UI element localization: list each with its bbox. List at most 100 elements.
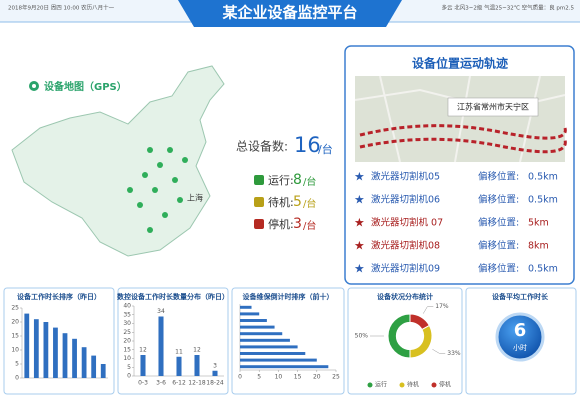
bar bbox=[240, 332, 283, 336]
x-tick-label: 18-24 bbox=[206, 380, 224, 387]
star-icon: ★ bbox=[354, 193, 365, 207]
data-label: 11 bbox=[175, 348, 183, 355]
status-icon bbox=[254, 175, 264, 185]
bar bbox=[240, 345, 298, 349]
x-tick-label: 25 bbox=[332, 374, 340, 381]
map-title: 设备地图（GPS） bbox=[44, 80, 127, 93]
x-tick-label: 20 bbox=[313, 374, 321, 381]
pin-icon-dot bbox=[32, 84, 36, 88]
x-tick-label: 0 bbox=[238, 374, 242, 381]
y-tick-label: 25 bbox=[11, 305, 19, 312]
bar bbox=[81, 347, 87, 378]
bar bbox=[240, 319, 267, 322]
x-tick-label: 3-6 bbox=[156, 380, 166, 387]
status-value: 8 bbox=[293, 172, 302, 188]
bar bbox=[240, 312, 260, 316]
map-popup bbox=[447, 97, 539, 117]
bar bbox=[72, 338, 77, 378]
y-tick-label: 0 bbox=[15, 375, 19, 382]
pie-label: 17% bbox=[435, 303, 449, 310]
city-label: 上海 bbox=[187, 193, 203, 203]
track-path bbox=[359, 124, 567, 140]
panel-title: 设备工作时长排序（昨日） bbox=[17, 292, 101, 301]
star-icon: ★ bbox=[354, 216, 365, 230]
bar bbox=[158, 316, 164, 376]
offset-label: 偏移位置: bbox=[478, 263, 519, 275]
popup-text: 江苏省常州市天宁区 bbox=[457, 102, 529, 112]
bar bbox=[240, 365, 329, 369]
legend-label: 停机 bbox=[439, 381, 451, 389]
status-value: 3 bbox=[293, 216, 302, 232]
offset-label: 偏移位置: bbox=[478, 194, 519, 206]
pie-slice bbox=[409, 313, 430, 331]
bar bbox=[91, 355, 97, 378]
total-unit: /台 bbox=[318, 142, 333, 156]
status-icon bbox=[254, 219, 264, 229]
offset-label: 偏移位置: bbox=[478, 240, 519, 252]
legend-swatch bbox=[399, 382, 405, 388]
data-label: 3 bbox=[213, 362, 217, 369]
device-pins bbox=[127, 147, 188, 233]
y-tick-label: 35 bbox=[123, 311, 131, 318]
bar bbox=[212, 370, 218, 376]
panel-title: 数控设备工作时长数量分布（昨日） bbox=[117, 292, 229, 301]
bar bbox=[43, 322, 49, 378]
x-tick-label: 6-12 bbox=[172, 380, 186, 387]
data-label: 12 bbox=[139, 347, 147, 354]
y-tick-label: 10 bbox=[123, 355, 131, 362]
x-tick-label: 12-18 bbox=[188, 380, 206, 387]
track-title: 设备位置运动轨迹 bbox=[412, 56, 508, 71]
status-unit: /台 bbox=[303, 219, 316, 232]
bar bbox=[24, 313, 30, 378]
panel-title: 设备平均工作时长 bbox=[492, 292, 549, 301]
bar bbox=[240, 358, 317, 362]
offset-value: 0.5km bbox=[528, 264, 558, 275]
device-name: 激光器切割机05 bbox=[371, 171, 440, 183]
bar bbox=[240, 338, 290, 342]
offset-value: 8km bbox=[528, 241, 549, 252]
device-name: 激光器切割机 07 bbox=[371, 217, 443, 229]
x-tick-label: 5 bbox=[257, 374, 261, 381]
leader-line bbox=[432, 349, 446, 354]
total-value: 16 bbox=[294, 133, 321, 157]
star-icon: ★ bbox=[354, 239, 365, 253]
track-map bbox=[355, 76, 565, 162]
weather: 多云 北风3~2级 气温25~32℃ 空气质量：良 pm2.5 bbox=[442, 4, 575, 12]
leader-line bbox=[423, 306, 434, 314]
bar bbox=[140, 355, 146, 376]
data-label: 34 bbox=[157, 308, 165, 315]
legend-label: 待机 bbox=[407, 381, 419, 389]
y-tick-label: 20 bbox=[123, 338, 131, 345]
y-tick-label: 15 bbox=[11, 333, 19, 340]
status-label: 待机: bbox=[268, 195, 294, 209]
bar bbox=[240, 325, 275, 329]
title-banner bbox=[178, 0, 402, 27]
star-icon: ★ bbox=[354, 262, 365, 276]
bar bbox=[53, 327, 58, 378]
panel-title: 设备状况分布统计 bbox=[377, 292, 433, 301]
data-label: 12 bbox=[193, 347, 201, 354]
status-unit: /台 bbox=[303, 197, 316, 210]
bar bbox=[240, 305, 252, 309]
bar bbox=[240, 352, 306, 355]
y-tick-label: 5 bbox=[127, 364, 131, 371]
legend-swatch bbox=[431, 382, 437, 388]
y-tick-label: 10 bbox=[11, 347, 19, 354]
y-tick-label: 15 bbox=[123, 346, 131, 353]
x-tick-label: 15 bbox=[294, 374, 302, 381]
y-tick-label: 25 bbox=[123, 329, 131, 336]
status-label: 运行: bbox=[268, 174, 294, 187]
x-tick-label: 0-3 bbox=[138, 380, 148, 387]
y-tick-label: 0 bbox=[127, 373, 131, 380]
bar bbox=[62, 333, 68, 378]
bar bbox=[100, 364, 106, 378]
track-path bbox=[359, 137, 567, 154]
y-tick-label: 30 bbox=[123, 320, 131, 327]
avg-circle bbox=[495, 312, 545, 362]
offset-value: 0.5km bbox=[528, 172, 558, 183]
page-title: 某企业设备监控平台 bbox=[222, 4, 357, 22]
device-name: 激光器切割机08 bbox=[371, 240, 440, 252]
avg-unit: 小时 bbox=[513, 343, 527, 352]
bar bbox=[176, 356, 182, 376]
china-map bbox=[11, 65, 225, 257]
